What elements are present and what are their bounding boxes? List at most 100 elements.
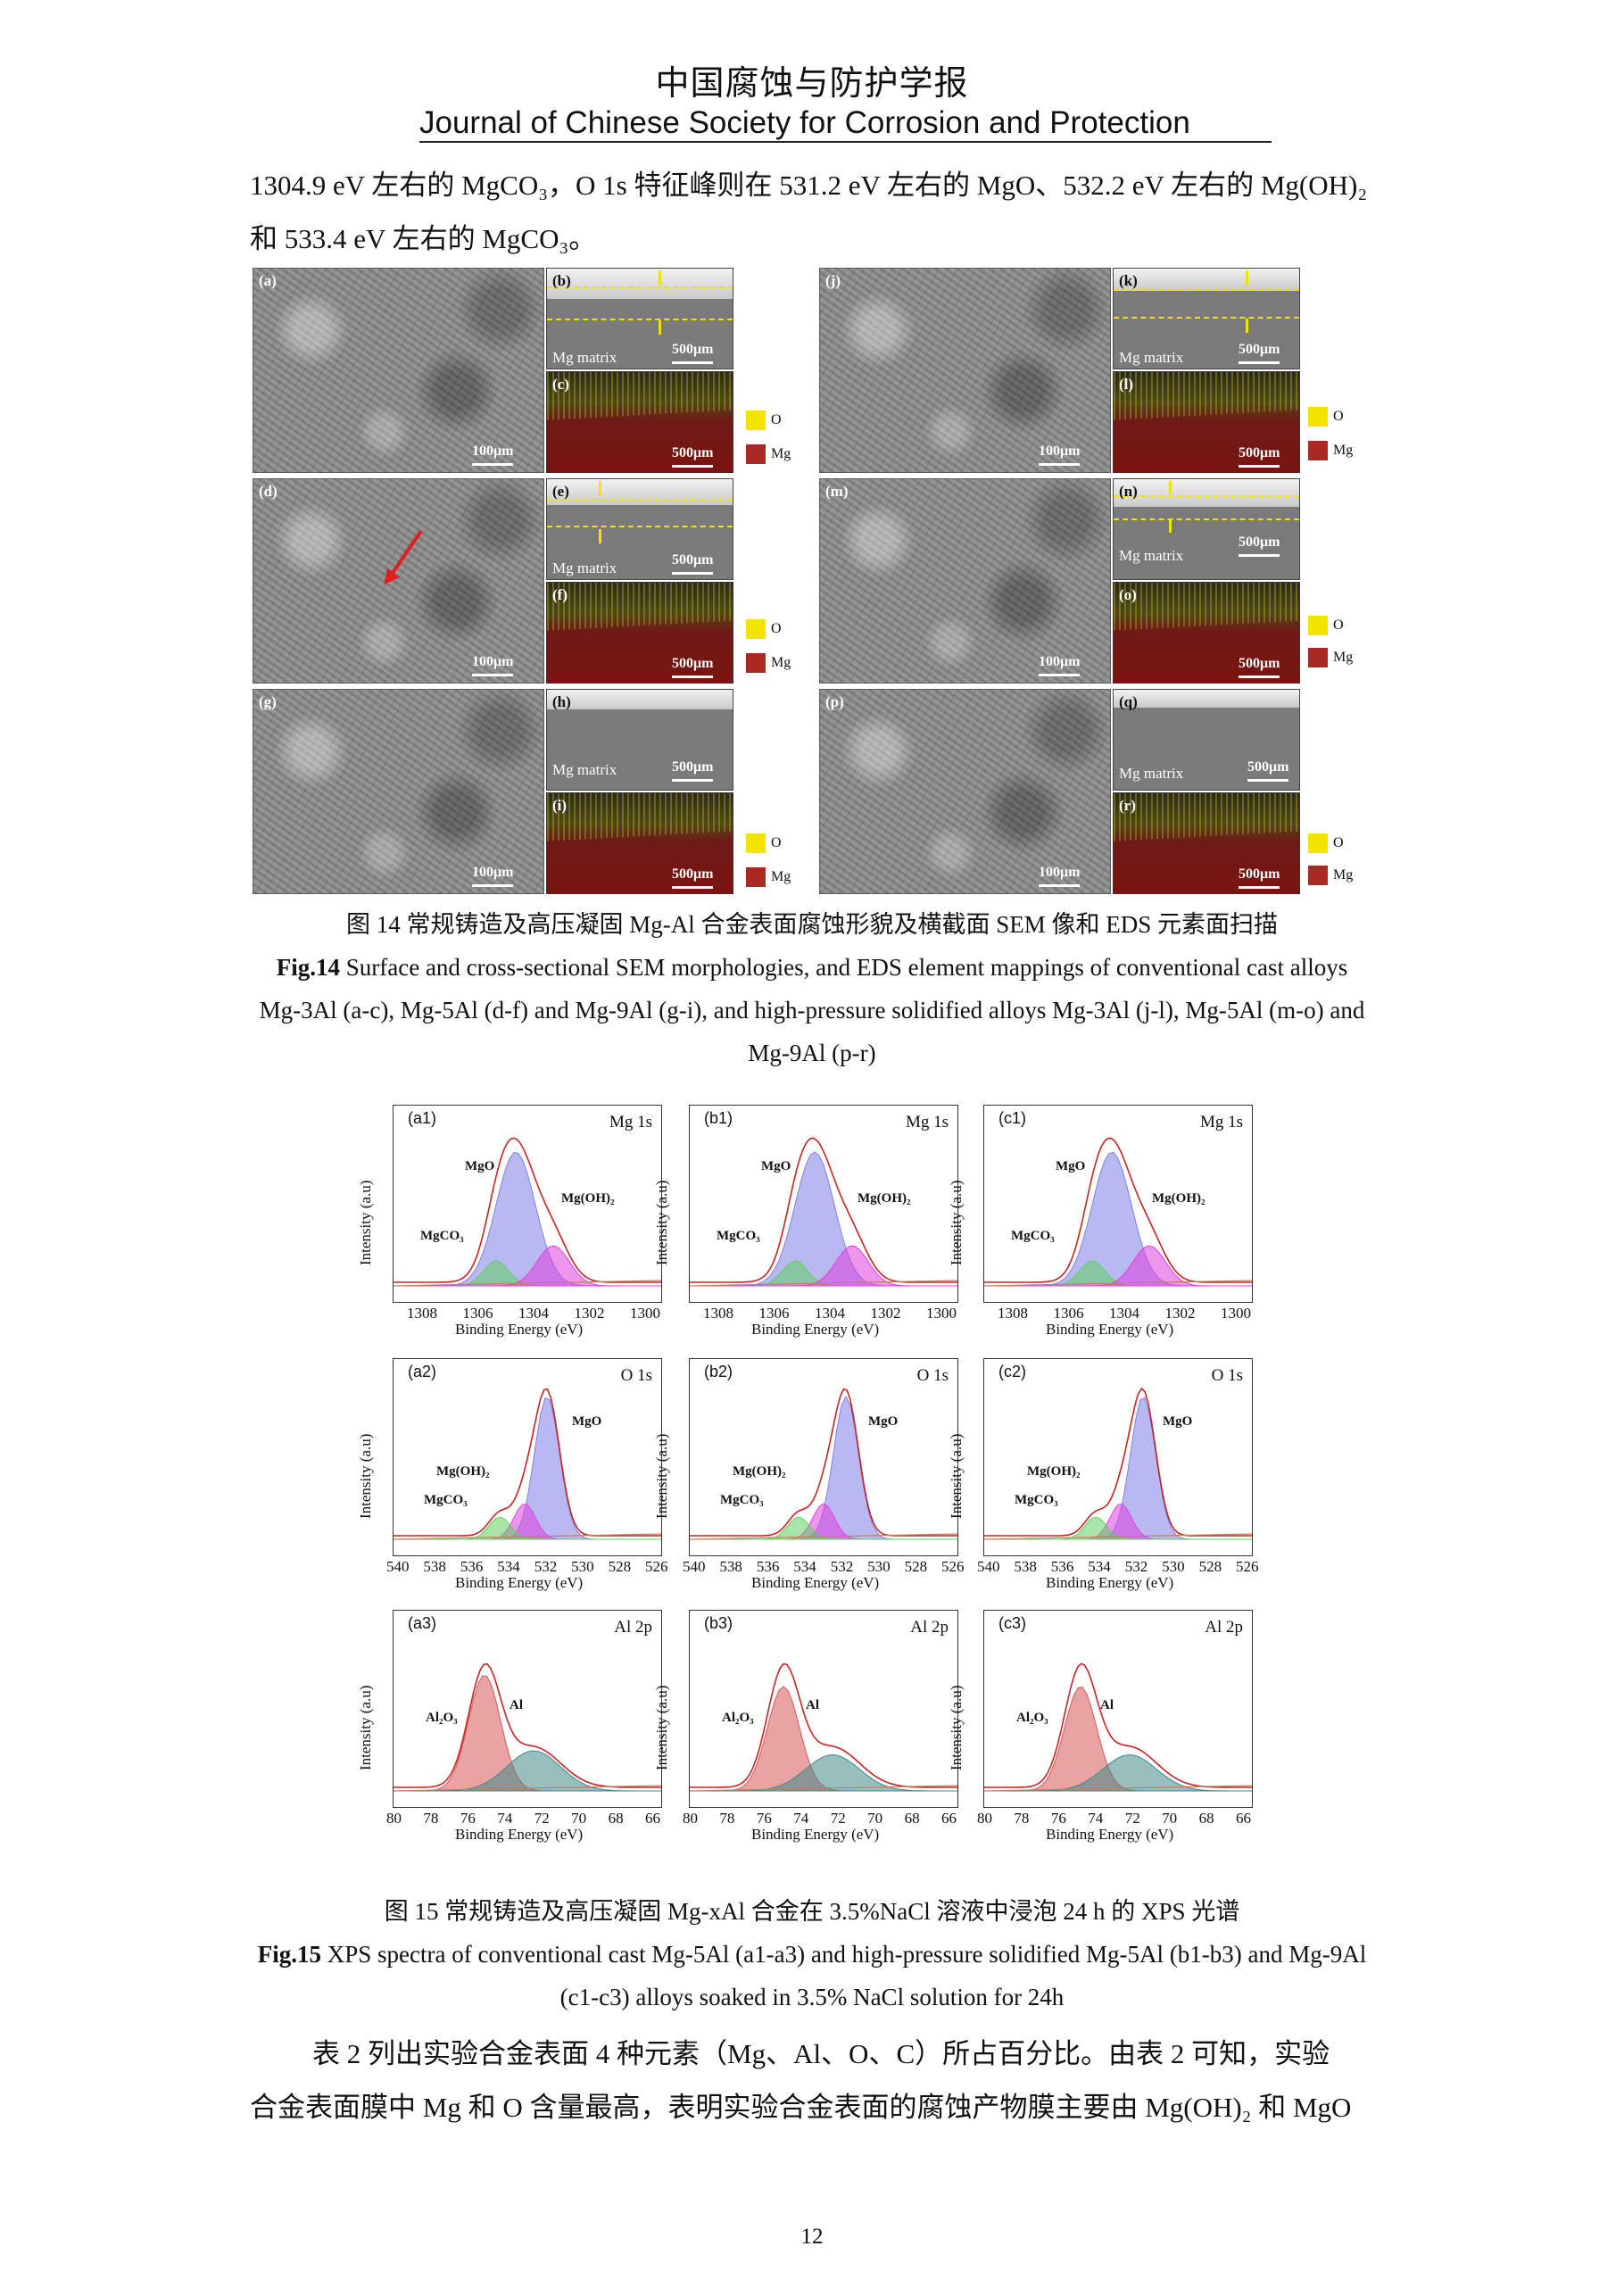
cross-section-k: (k) Mg matrix 500μm bbox=[1113, 268, 1300, 369]
legend-o-label: O bbox=[1333, 618, 1344, 633]
legend-o-swatch bbox=[1308, 616, 1328, 635]
panel-label: (a2) bbox=[408, 1363, 437, 1380]
tick-label: 70 bbox=[571, 1810, 587, 1827]
tick-label: 66 bbox=[645, 1810, 660, 1827]
tick-label: 72 bbox=[1124, 1810, 1140, 1827]
x-axis-label: Binding Energy (eV) bbox=[1046, 1321, 1174, 1338]
background-line bbox=[394, 1533, 661, 1540]
peak-label: MgO bbox=[868, 1414, 899, 1429]
tick-label: 66 bbox=[1236, 1810, 1251, 1827]
envelope-line bbox=[984, 1137, 1252, 1283]
tick-label: 528 bbox=[608, 1558, 632, 1575]
xps-panel: (c2) O 1s MgO Mg(OH)₂ MgCO₃ bbox=[983, 1358, 1253, 1556]
xps-panel: (c1) Mg 1s MgO MgCO₃ Mg(OH)₂ bbox=[983, 1105, 1253, 1303]
scale-bar: 100μm bbox=[1039, 443, 1081, 466]
legend-mg-label: Mg bbox=[771, 869, 791, 884]
panel-label: (a) bbox=[259, 272, 277, 289]
panel-label: (j) bbox=[825, 272, 841, 289]
element-label: Mg 1s bbox=[609, 1113, 652, 1131]
tick-label: 536 bbox=[756, 1558, 780, 1575]
peak-label: Al bbox=[806, 1698, 819, 1712]
tick-label: 78 bbox=[719, 1810, 735, 1827]
fitted-peak bbox=[394, 1152, 661, 1287]
mg-matrix-label: Mg matrix bbox=[1119, 765, 1184, 782]
tick-label: 78 bbox=[423, 1810, 439, 1827]
tick-label: 538 bbox=[719, 1558, 742, 1575]
tick-label: 76 bbox=[1050, 1810, 1066, 1827]
tick-label: 1304 bbox=[815, 1305, 845, 1322]
y-axis-label: Intensity (a.u) bbox=[653, 1180, 670, 1265]
tick-label: 536 bbox=[460, 1558, 484, 1575]
eds-map-c: (c) 500μm bbox=[546, 371, 733, 473]
x-axis-label: Binding Energy (eV) bbox=[455, 1321, 584, 1338]
tick-label: 540 bbox=[977, 1558, 1000, 1575]
legend-mg-label: Mg bbox=[1333, 867, 1354, 883]
x-axis-label: Binding Energy (eV) bbox=[1046, 1826, 1174, 1843]
fitted-peak bbox=[984, 1245, 1252, 1287]
legend-o-label: O bbox=[771, 835, 782, 850]
tick-label: 530 bbox=[1162, 1558, 1185, 1575]
xps-spectrum bbox=[394, 1388, 661, 1540]
scale-bar: 100μm bbox=[1039, 865, 1081, 887]
scale-bar: 500μm bbox=[1239, 445, 1280, 468]
tick-label: 1302 bbox=[574, 1305, 605, 1322]
header-rule bbox=[419, 141, 1272, 143]
panel-label: (b3) bbox=[704, 1614, 733, 1632]
legend-o-swatch bbox=[1308, 833, 1328, 853]
tick-label: 534 bbox=[793, 1558, 816, 1575]
legend-o-label: O bbox=[1333, 409, 1344, 424]
legend-mg-swatch bbox=[746, 653, 766, 673]
legend-mg-swatch bbox=[1308, 866, 1328, 885]
panel-label: (d) bbox=[259, 483, 278, 500]
x-axis-label: Binding Energy (eV) bbox=[751, 1321, 880, 1338]
tick-label: 70 bbox=[867, 1810, 883, 1827]
figure-15-caption-en-line1: Fig.15 XPS spectra of conventional cast … bbox=[223, 1933, 1401, 1976]
panel-label: (q) bbox=[1119, 693, 1138, 710]
envelope-line bbox=[690, 1137, 957, 1283]
tick-label: 1306 bbox=[462, 1305, 493, 1322]
xps-panel: (c3) Al 2p Al₂O₃ Al bbox=[983, 1610, 1253, 1808]
legend-o-swatch bbox=[746, 619, 766, 639]
xps-panel: (b1) Mg 1s MgO MgCO₃ Mg(OH)₂ bbox=[689, 1105, 958, 1303]
panel-label: (b1) bbox=[704, 1109, 733, 1127]
y-axis-label: Intensity (a.u) bbox=[948, 1685, 965, 1770]
tick-label: 530 bbox=[571, 1558, 594, 1575]
figure-14-caption-en-line2: Mg-3Al (a-c), Mg-5Al (d-f) and Mg-9Al (g… bbox=[259, 997, 1365, 1024]
scale-bar: 500μm bbox=[672, 866, 714, 889]
xps-panel: (b3) Al 2p Al₂O₃ Al bbox=[689, 1610, 958, 1808]
tick-label: 76 bbox=[756, 1810, 772, 1827]
x-axis-label: Binding Energy (eV) bbox=[751, 1574, 880, 1591]
y-axis-label: Intensity (a.u) bbox=[357, 1180, 374, 1265]
scale-bar: 500μm bbox=[1239, 866, 1280, 889]
peak-label: MgO bbox=[572, 1414, 602, 1429]
figure-15-caption-cn: 图 15 常规铸造及高压凝固 Mg-xAl 合金在 3.5%NaCl 溶液中浸泡… bbox=[384, 1898, 1240, 1925]
fitted-peak bbox=[984, 1754, 1252, 1792]
tick-label: 80 bbox=[977, 1810, 992, 1827]
fitted-peak bbox=[394, 1516, 661, 1540]
fitted-peak bbox=[394, 1750, 661, 1792]
tick-label: 78 bbox=[1014, 1810, 1030, 1827]
cross-section-h: (h) Mg matrix 500μm bbox=[546, 689, 733, 791]
tick-label: 538 bbox=[1014, 1558, 1037, 1575]
body-text-line: 表 2 列出实验合金表面 4 种元素（Mg、Al、O、C）所占百分比。由表 2 … bbox=[312, 2038, 1330, 2069]
panel-label: (h) bbox=[552, 693, 571, 710]
tick-label: 532 bbox=[534, 1558, 558, 1575]
peak-label: MgO bbox=[1056, 1159, 1086, 1173]
panel-label: (a3) bbox=[408, 1614, 437, 1632]
x-axis-label: Binding Energy (eV) bbox=[455, 1826, 584, 1843]
caption-text: XPS spectra of conventional cast Mg-5Al … bbox=[321, 1941, 1367, 1968]
x-axis-label: Binding Energy (eV) bbox=[1046, 1574, 1174, 1591]
sem-image-j: (j) 100μm bbox=[819, 268, 1111, 473]
element-label: O 1s bbox=[1211, 1366, 1243, 1385]
panel-label: (a1) bbox=[408, 1109, 437, 1127]
scale-bar: 500μm bbox=[1239, 656, 1280, 678]
panel-label: (p) bbox=[825, 693, 844, 710]
tick-label: 526 bbox=[645, 1558, 668, 1575]
peak-label: MgCO₃ bbox=[717, 1229, 760, 1243]
scale-bar: 500μm bbox=[672, 342, 714, 364]
tick-label: 1308 bbox=[407, 1305, 437, 1322]
scale-bar: 500μm bbox=[1239, 535, 1280, 557]
fitted-peak bbox=[690, 1516, 957, 1540]
peak-label: Mg(OH)₂ bbox=[1027, 1464, 1081, 1479]
background-line bbox=[690, 1785, 957, 1792]
